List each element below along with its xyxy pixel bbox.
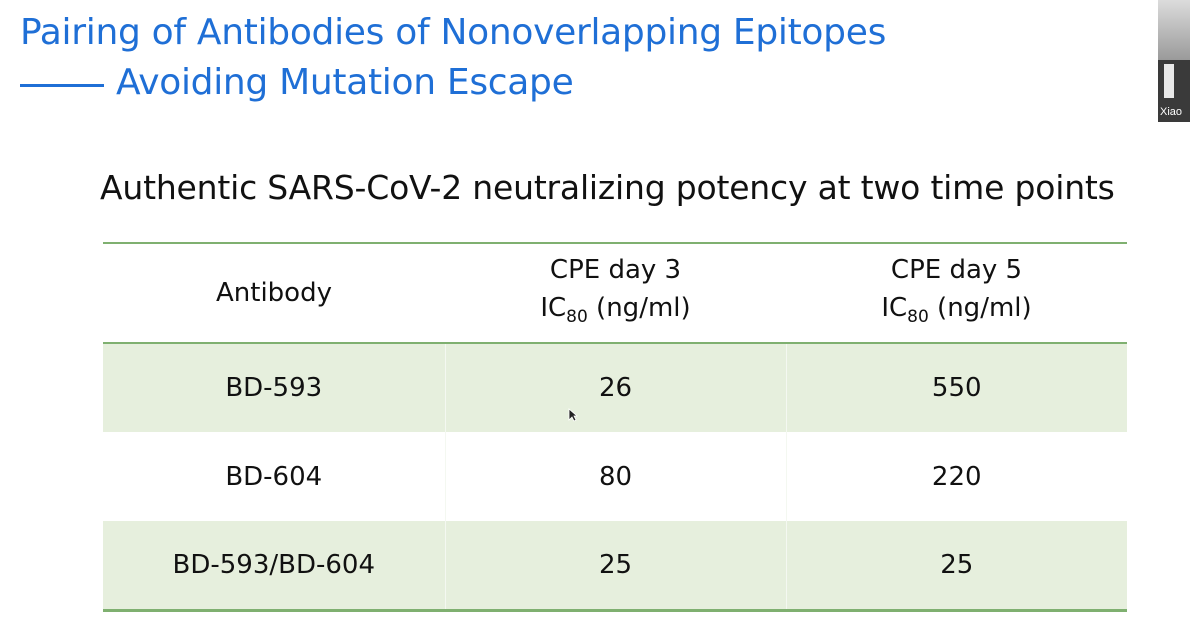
header-day5-unit: (ng/ml) xyxy=(928,292,1032,323)
cell-day5: 550 xyxy=(785,343,1127,432)
table-row: BD-593 26 550 xyxy=(103,343,1127,432)
cell-day3: 25 xyxy=(444,521,786,610)
slide-title-line2: Avoiding Mutation Escape xyxy=(116,62,574,103)
table-caption: Authentic SARS-CoV-2 neutralizing potenc… xyxy=(100,168,1115,207)
video-background xyxy=(1158,0,1190,60)
cell-antibody: BD-593/BD-604 xyxy=(172,549,376,580)
cell-antibody: BD-604 xyxy=(225,461,323,492)
participant-video-tile[interactable]: Xiao xyxy=(1158,0,1190,122)
slide-title: Pairing of Antibodies of Nonoverlapping … xyxy=(20,8,886,108)
cell-day3: 26 xyxy=(444,343,786,432)
mouse-cursor-icon xyxy=(568,408,578,422)
slide-title-line2-wrap: Avoiding Mutation Escape xyxy=(20,58,886,108)
cell-day5: 220 xyxy=(785,432,1127,521)
header-day3-ic: IC xyxy=(540,292,567,323)
slide-title-line1: Pairing of Antibodies of Nonoverlapping … xyxy=(20,12,887,53)
header-day5: CPE day 5 IC80 (ng/ml) xyxy=(786,243,1127,343)
header-day5-ic: IC xyxy=(881,292,908,323)
title-dash xyxy=(20,83,104,87)
cell-day5: 25 xyxy=(785,521,1127,610)
cell-antibody: BD-593 xyxy=(225,373,323,403)
cell-day3: 80 xyxy=(444,432,786,521)
table-row: BD-593/BD-604 25 25 xyxy=(103,521,1127,610)
header-day3-sub: 80 xyxy=(566,306,588,327)
table-header-row: Antibody CPE day 3 IC80 (ng/ml) CPE day … xyxy=(103,243,1127,343)
header-antibody: Antibody xyxy=(216,278,332,308)
header-day5-title: CPE day 5 xyxy=(890,254,1023,285)
header-day5-sub: 80 xyxy=(907,306,929,327)
header-day3: CPE day 3 IC80 (ng/ml) xyxy=(445,243,786,343)
table-row: BD-604 80 220 xyxy=(103,432,1127,521)
video-frame xyxy=(1164,64,1174,98)
participant-name: Xiao xyxy=(1160,106,1183,118)
header-day3-title: CPE day 3 xyxy=(549,254,682,285)
header-day3-unit: (ng/ml) xyxy=(587,292,691,323)
neutralization-table: Antibody CPE day 3 IC80 (ng/ml) CPE day … xyxy=(103,242,1127,612)
